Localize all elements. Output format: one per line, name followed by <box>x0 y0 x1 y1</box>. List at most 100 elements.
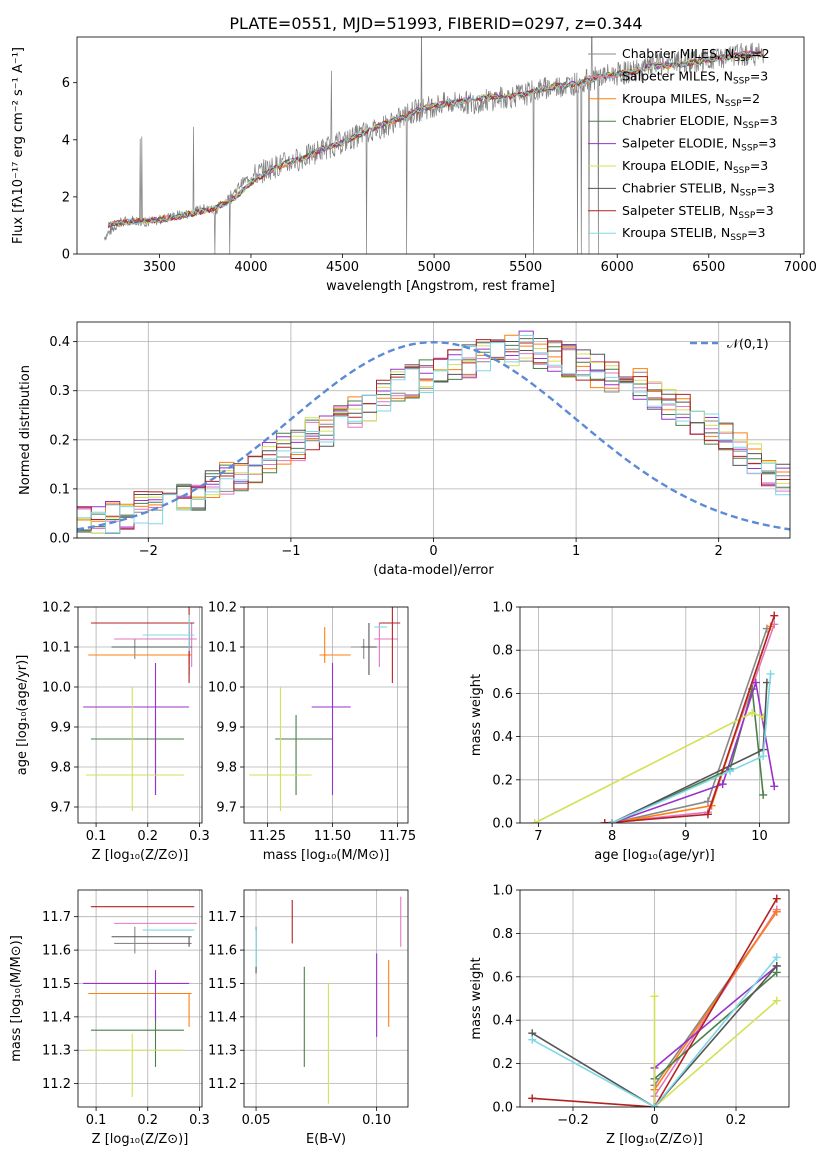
model-spectrum-line <box>108 51 764 226</box>
y-tick-label: 0.8 <box>492 644 513 659</box>
mass-weight-marker <box>772 961 781 970</box>
x-tick-label: 0.10 <box>362 1113 391 1128</box>
ticks: −0.2 0 0.2 0.0 0.2 0.4 0.6 0.8 1.0 <box>492 884 746 1129</box>
mass-weight-marker <box>608 819 617 823</box>
y-tick-label: 0.6 <box>492 970 513 985</box>
mass-weight-marker <box>650 992 659 1001</box>
mass-weight-line <box>611 626 772 823</box>
mass-vs-ebv-panel: 0.05 0.10 11.2 11.3 11.4 11.5 11.6 11.7 E(B-V) <box>208 889 409 1147</box>
x-tick-label: 11.25 <box>249 829 286 844</box>
legend: Chabrier MILES, NSSP=2 Salpeter MILES, NS… <box>588 46 778 243</box>
mass-weight-marker <box>770 782 779 791</box>
mass-weight-marker <box>718 780 727 789</box>
y-tick-label: 10.2 <box>42 601 71 616</box>
x-tick-label: 7000 <box>784 260 817 275</box>
mass-weight-marker <box>772 894 781 903</box>
x-tick-label: 0.1 <box>86 1113 107 1128</box>
y-tick-label: 2 <box>62 190 70 205</box>
residual-histogram-step <box>77 335 790 534</box>
mass-weight-line <box>653 996 778 1107</box>
y-tick-label: 0.0 <box>49 532 70 547</box>
plot-area <box>530 611 779 823</box>
x-tick-label: −1 <box>281 544 300 559</box>
legend-entry: Salpeter MILES, NSSP=3 <box>622 68 768 86</box>
x-tick-label: 0.05 <box>242 1113 271 1128</box>
observed-spectrum-line <box>104 37 765 254</box>
x-tick-label: 10 <box>751 829 768 844</box>
mass-weight-marker <box>726 767 735 776</box>
weight-vs-age-panel: 7 8 9 10 0.0 0.2 0.4 0.6 0.8 1.0 age [log₁₀(age/yr… <box>469 601 790 863</box>
mass-weight-marker <box>772 953 781 962</box>
ticks: 0.1 0.2 0.3 9.7 9.8 9.9 10.0 10.1 10.2 <box>42 601 210 845</box>
y-tick-label: 4 <box>62 133 70 148</box>
y-tick-label: 9.9 <box>50 721 71 736</box>
y-tick-label: 10.0 <box>208 681 237 696</box>
axes-frame <box>77 606 203 824</box>
mass-weight-line <box>531 965 778 1107</box>
mass-weight-marker <box>759 713 768 722</box>
mass-weight-marker <box>772 996 781 1005</box>
mass-weight-line <box>604 615 776 823</box>
legend-entry: Kroupa MILES, NSSP=2 <box>622 91 760 109</box>
x-axis-label: Z [log₁₀(Z/Z⊙)] <box>606 1132 703 1147</box>
x-tick-label: 6000 <box>601 260 634 275</box>
y-tick-label: 11.7 <box>42 910 71 925</box>
y-tick-label: 9.7 <box>50 801 71 816</box>
x-tick-label: 8 <box>608 829 616 844</box>
mass-weight-marker <box>759 752 768 761</box>
mass-weight-marker <box>703 810 712 819</box>
x-tick-label: 7 <box>534 829 542 844</box>
y-tick-label: 1.0 <box>492 601 513 616</box>
y-axis-label: mass weight <box>469 674 484 756</box>
x-axis-label: Z [log₁₀(Z/Z⊙)] <box>92 848 189 863</box>
y-tick-label: 0.1 <box>49 482 70 497</box>
legend-entry: 𝒩(0,1) <box>727 336 769 351</box>
x-tick-label: 5500 <box>509 260 542 275</box>
x-tick-label: −2 <box>139 544 158 559</box>
y-tick-label: 11.5 <box>208 977 237 992</box>
ticks: 11.25 11.50 11.75 9.7 9.8 9.9 10.0 10.1 10.2 <box>208 601 416 845</box>
ticks: 0.05 0.10 11.2 11.3 11.4 11.5 11.6 11.7 <box>208 910 391 1128</box>
y-tick-label: 0.4 <box>49 335 70 350</box>
x-tick-label: 5000 <box>418 260 451 275</box>
x-tick-label: −0.2 <box>557 1113 589 1128</box>
y-tick-label: 11.6 <box>42 944 71 959</box>
y-tick-label: 9.9 <box>216 721 237 736</box>
x-axis-label: mass [log₁₀(M/M⊙)] <box>263 848 390 863</box>
y-tick-label: 0.0 <box>492 1101 513 1116</box>
mass-weight-line <box>653 911 778 1107</box>
y-tick-label: 0 <box>62 248 70 263</box>
mass-weight-line <box>611 682 768 823</box>
legend-entry: Chabrier STELIB, NSSP=3 <box>622 180 775 198</box>
age-vs-metallicity-panel: 0.1 0.2 0.3 9.7 9.8 9.9 10.0 10.1 10.2 Z [log₁₀(Z… <box>15 601 210 864</box>
y-tick-label: 1.0 <box>492 884 513 899</box>
x-tick-label: 11.75 <box>379 829 416 844</box>
axes-frame <box>76 36 805 255</box>
y-tick-label: 11.3 <box>208 1044 237 1059</box>
y-tick-label: 11.4 <box>208 1010 237 1025</box>
y-axis-label: age [log₁₀(age/yr)] <box>15 655 30 776</box>
axes-frame <box>243 606 409 824</box>
figure-title: PLATE=0551, MJD=51993, FIBERID=0297, z=0… <box>229 14 642 33</box>
mass-vs-metallicity-panel: 0.1 0.2 0.3 11.2 11.3 11.4 11.5 11.6 11.7 Z [log₁… <box>9 889 210 1147</box>
mass-weight-marker <box>600 819 609 823</box>
axes-frame <box>519 889 790 1108</box>
legend-entry: Chabrier MILES, NSSP=2 <box>622 46 770 64</box>
mass-weight-marker <box>766 669 775 678</box>
legend-entry: Chabrier ELODIE, NSSP=3 <box>622 113 778 131</box>
mass-weight-marker <box>770 611 779 620</box>
y-tick-label: 0.2 <box>49 433 70 448</box>
mass-weight-marker <box>528 1094 537 1103</box>
y-tick-label: 0.3 <box>49 384 70 399</box>
x-tick-label: 3500 <box>143 260 176 275</box>
y-tick-label: 0.4 <box>492 1014 513 1029</box>
plot-area <box>77 330 790 534</box>
mass-weight-marker <box>759 790 768 799</box>
plot-area <box>83 607 197 811</box>
legend-entry: Salpeter ELODIE, NSSP=3 <box>622 136 776 154</box>
y-tick-label: 10.2 <box>208 601 237 616</box>
plot-area <box>104 37 765 254</box>
grid <box>78 606 202 823</box>
legend-entry: Kroupa ELODIE, NSSP=3 <box>622 158 768 176</box>
y-tick-label: 11.7 <box>208 910 237 925</box>
